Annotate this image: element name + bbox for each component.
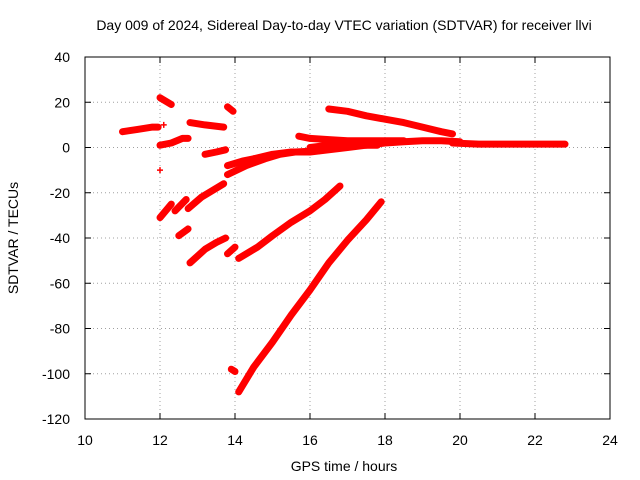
y-tick-label: 20	[54, 94, 70, 110]
data-series-arc-13	[224, 103, 237, 115]
y-tick-label: -60	[50, 275, 70, 291]
x-tick-label: 10	[77, 432, 93, 448]
x-tick-label: 22	[527, 432, 543, 448]
chart-title: Day 009 of 2024, Sidereal Day-to-day VTE…	[96, 17, 591, 33]
data-series-arc-2	[156, 94, 175, 108]
x-tick-label: 12	[152, 432, 168, 448]
x-tick-label: 14	[227, 432, 243, 448]
data-point-arc-6	[157, 167, 163, 174]
y-tick-label: -40	[50, 230, 70, 246]
data-series-arc-9	[175, 225, 192, 240]
data-series-arc-15	[224, 155, 258, 170]
data-series-arc-24	[449, 139, 569, 148]
data-series-arc-1	[119, 123, 162, 136]
data-series-arc-10	[184, 180, 228, 213]
x-tick-label: 16	[302, 432, 318, 448]
y-tick-label: -120	[42, 411, 70, 427]
data-series-arc-8	[171, 196, 190, 215]
data-layer	[119, 94, 569, 396]
data-series-arc-12	[201, 146, 230, 158]
x-tick-label: 24	[602, 432, 618, 448]
y-tick-label: -20	[50, 185, 70, 201]
data-series-arc-22	[325, 105, 456, 138]
y-tick-label: -80	[50, 321, 70, 337]
data-series-arc-5	[186, 119, 228, 131]
x-tick-label: 18	[377, 432, 393, 448]
tick-layer: 10 12 14 16 18 20 22 24 -120 -100 -80 -60 -40 -20 0 20 4…	[42, 49, 618, 448]
data-series-arc-3	[156, 134, 192, 149]
data-series-arc-17	[235, 198, 385, 396]
x-tick-label: 20	[452, 432, 468, 448]
y-tick-label: 40	[54, 49, 70, 65]
y-tick-label: -100	[42, 366, 70, 382]
data-series-arc-23	[306, 140, 381, 151]
data-series-arc-7	[156, 200, 175, 222]
data-series-arc-14	[224, 243, 239, 258]
x-axis-label: GPS time / hours	[291, 458, 398, 474]
data-series-arc-16	[227, 365, 239, 375]
data-series-arc-11	[186, 234, 230, 267]
y-tick-label: 0	[62, 140, 70, 156]
y-axis-label: SDTVAR / TECUs	[5, 182, 21, 294]
data-point-arc-4	[160, 121, 167, 128]
data-series-arc-21	[295, 132, 408, 145]
data-series-arc-18	[235, 182, 344, 262]
